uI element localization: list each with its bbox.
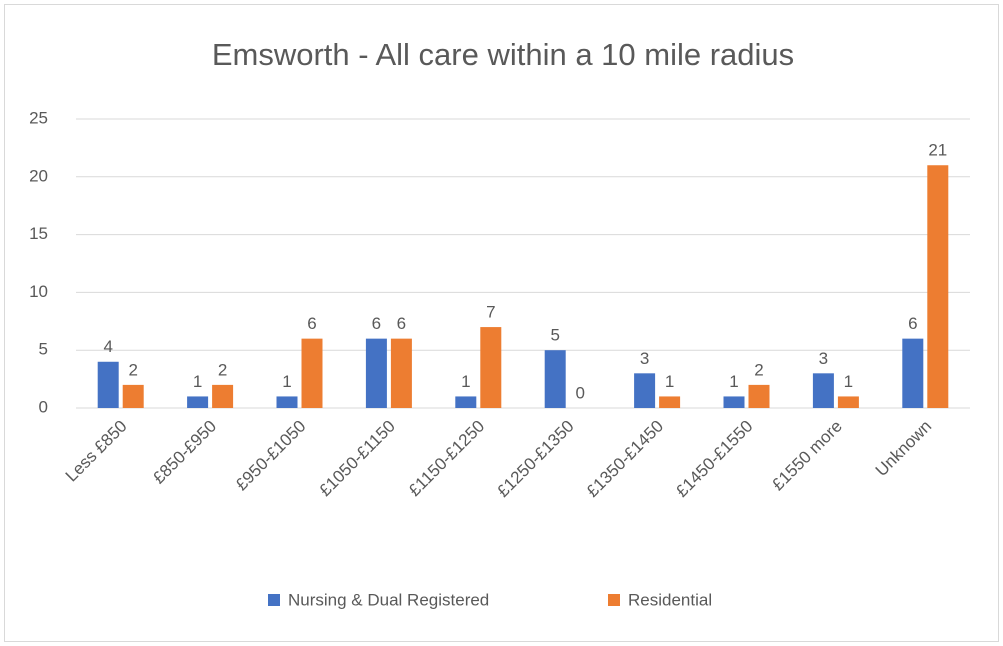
bar [723, 396, 745, 408]
legend-swatch [268, 594, 280, 606]
y-tick-label: 20 [29, 166, 48, 185]
bar [276, 396, 298, 408]
data-label: 1 [844, 372, 853, 391]
bar [97, 361, 119, 408]
bar [390, 338, 412, 408]
y-tick-label: 25 [29, 108, 48, 127]
data-label: 6 [372, 314, 381, 333]
data-label: 0 [575, 383, 584, 402]
bar [837, 396, 859, 408]
data-label: 6 [908, 314, 917, 333]
data-label: 1 [282, 372, 291, 391]
data-label: 2 [128, 360, 137, 379]
data-label: 3 [640, 349, 649, 368]
data-label: 1 [729, 372, 738, 391]
data-label: 6 [307, 314, 316, 333]
data-label: 1 [665, 372, 674, 391]
legend-label: Nursing & Dual Registered [288, 590, 489, 609]
y-tick-label: 5 [39, 340, 48, 359]
data-label: 21 [928, 141, 947, 160]
legend-swatch [608, 594, 620, 606]
bar [122, 384, 144, 408]
bar [927, 165, 949, 408]
bar [659, 396, 681, 408]
bar [812, 373, 834, 408]
data-label: 3 [819, 349, 828, 368]
chart-border [4, 4, 999, 642]
y-tick-label: 15 [29, 224, 48, 243]
y-tick-label: 10 [29, 282, 48, 301]
bar [748, 384, 770, 408]
data-label: 1 [461, 372, 470, 391]
bar [634, 373, 656, 408]
bar [480, 327, 502, 408]
chart-title: Emsworth - All care within a 10 mile rad… [212, 37, 794, 72]
data-label: 6 [397, 314, 406, 333]
bar [187, 396, 209, 408]
bar [365, 338, 387, 408]
data-label: 2 [218, 360, 227, 379]
bar [902, 338, 924, 408]
y-tick-label: 0 [39, 397, 48, 416]
data-label: 2 [754, 360, 763, 379]
data-label: 7 [486, 303, 495, 322]
bar [455, 396, 477, 408]
data-label: 5 [550, 326, 559, 345]
bar [544, 350, 566, 408]
legend-label: Residential [628, 590, 712, 609]
bar [212, 384, 234, 408]
bar [301, 338, 323, 408]
data-label: 4 [103, 337, 112, 356]
data-label: 1 [193, 372, 202, 391]
